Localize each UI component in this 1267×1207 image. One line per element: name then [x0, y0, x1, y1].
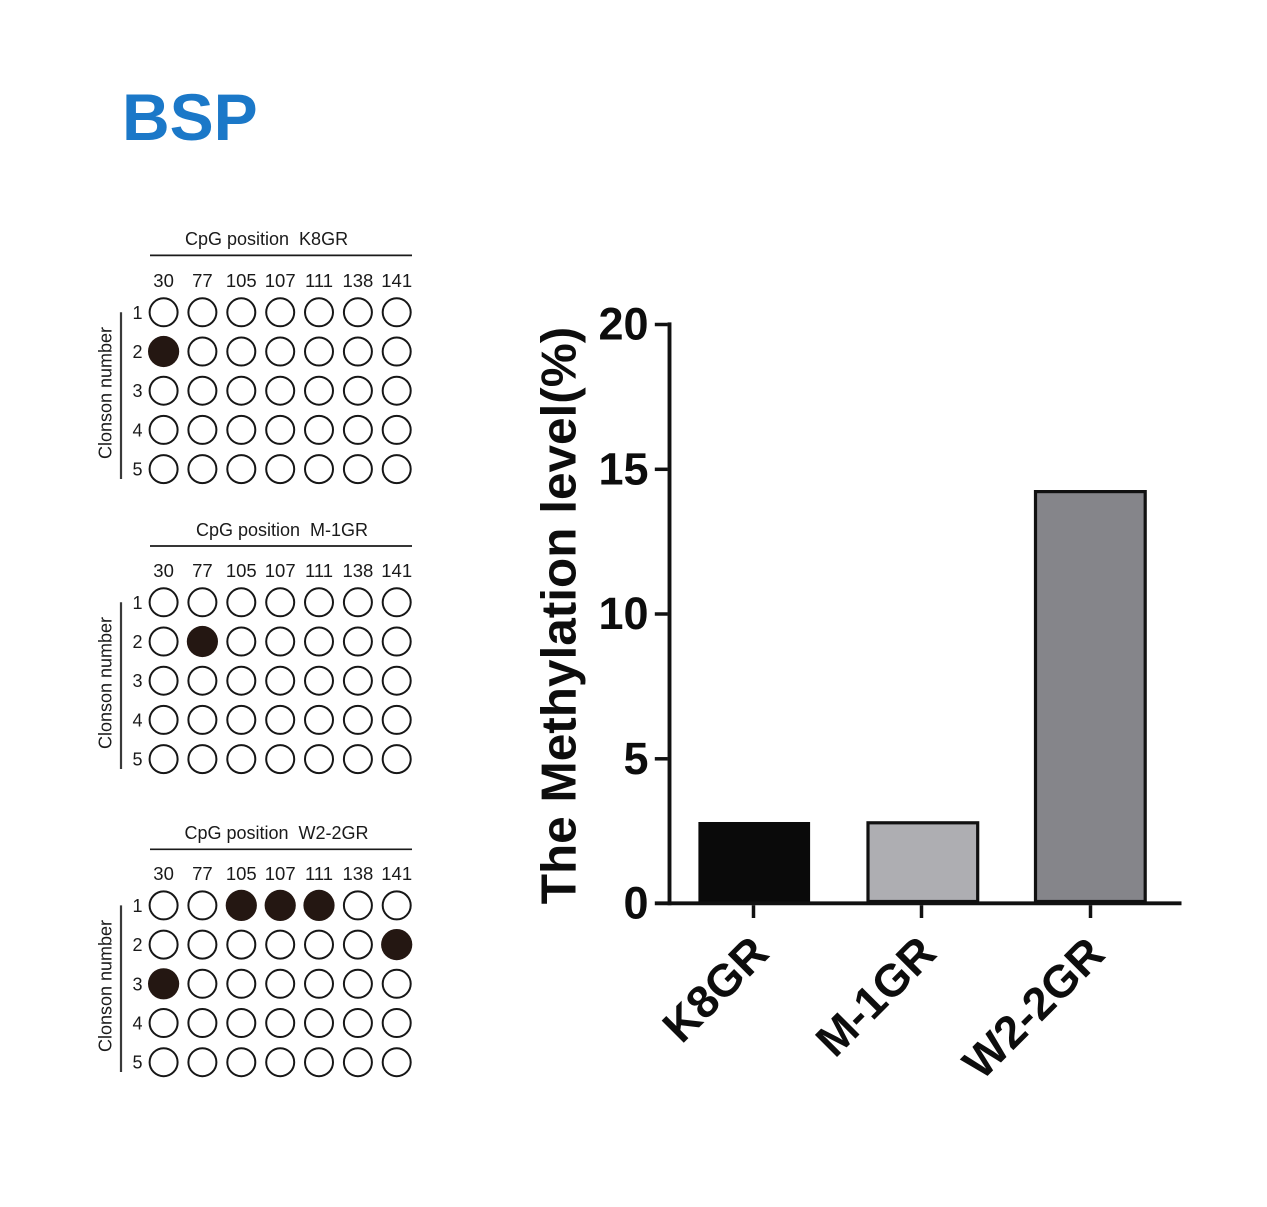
svg-text:10: 10	[598, 588, 648, 639]
svg-text:77: 77	[192, 560, 213, 581]
svg-text:Clonson number: Clonson number	[96, 327, 116, 459]
svg-text:138: 138	[342, 270, 373, 291]
svg-text:5: 5	[132, 1053, 142, 1073]
svg-text:CpG position M-1GR: CpG position M-1GR	[196, 520, 368, 540]
svg-text:5: 5	[623, 733, 648, 784]
svg-text:15: 15	[598, 444, 648, 495]
svg-text:1: 1	[132, 896, 142, 916]
svg-text:4: 4	[132, 420, 142, 440]
svg-text:5: 5	[132, 460, 142, 480]
svg-text:141: 141	[381, 560, 412, 581]
svg-text:105: 105	[226, 863, 257, 884]
svg-text:4: 4	[132, 710, 142, 730]
svg-text:107: 107	[265, 560, 296, 581]
svg-text:77: 77	[192, 270, 213, 291]
svg-text:107: 107	[265, 863, 296, 884]
svg-text:CpG position W2-2GR: CpG position W2-2GR	[185, 823, 369, 843]
svg-text:141: 141	[381, 863, 412, 884]
svg-text:111: 111	[305, 863, 333, 884]
svg-text:107: 107	[265, 270, 296, 291]
svg-text:2: 2	[132, 935, 142, 955]
svg-text:0: 0	[623, 878, 648, 929]
svg-text:2: 2	[132, 342, 142, 362]
svg-text:30: 30	[153, 560, 174, 581]
svg-text:4: 4	[132, 1014, 142, 1034]
svg-text:141: 141	[381, 270, 412, 291]
svg-text:3: 3	[132, 974, 142, 994]
svg-text:5: 5	[132, 750, 142, 770]
svg-text:The Methylation level(%): The Methylation level(%)	[532, 327, 587, 905]
svg-text:Clonson number: Clonson number	[96, 617, 116, 749]
svg-text:111: 111	[305, 270, 333, 291]
svg-text:111: 111	[305, 560, 333, 581]
svg-text:Clonson number: Clonson number	[96, 920, 116, 1052]
svg-text:20: 20	[598, 299, 648, 350]
svg-text:CpG position K8GR: CpG position K8GR	[185, 229, 348, 249]
svg-text:105: 105	[226, 270, 257, 291]
svg-text:1: 1	[132, 593, 142, 613]
svg-text:105: 105	[226, 560, 257, 581]
svg-text:138: 138	[342, 863, 373, 884]
svg-text:77: 77	[192, 863, 213, 884]
svg-text:3: 3	[132, 671, 142, 691]
svg-text:30: 30	[153, 863, 174, 884]
svg-text:BSP: BSP	[122, 80, 258, 154]
svg-text:30: 30	[153, 270, 174, 291]
svg-text:3: 3	[132, 381, 142, 401]
svg-text:2: 2	[132, 632, 142, 652]
svg-text:138: 138	[342, 560, 373, 581]
svg-text:1: 1	[132, 303, 142, 323]
